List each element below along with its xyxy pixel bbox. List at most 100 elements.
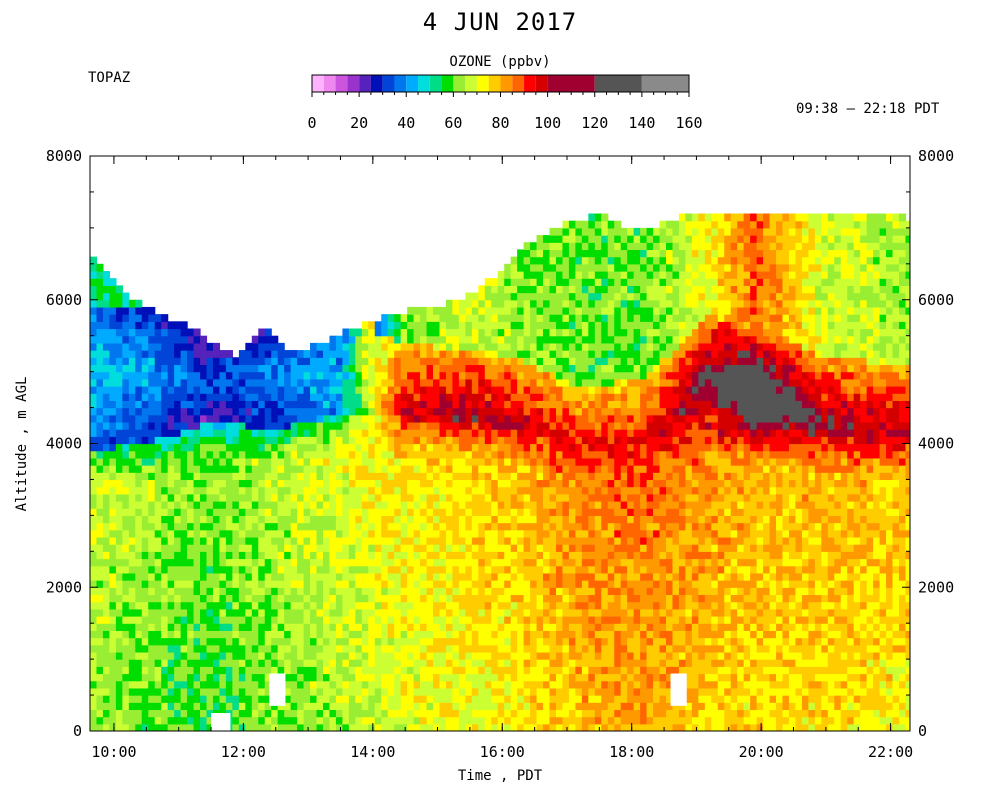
ozone-cell — [122, 666, 130, 675]
ozone-cell — [174, 723, 182, 731]
ozone-cell — [310, 623, 318, 631]
ozone-cell — [90, 472, 98, 481]
ozone-cell — [251, 421, 259, 430]
ozone-cell — [141, 594, 149, 603]
ozone-cell — [316, 666, 324, 675]
ozone-cell — [96, 644, 104, 653]
ozone-cell — [161, 587, 169, 596]
ozone-cell — [523, 314, 531, 322]
ozone-cell — [465, 651, 473, 660]
ozone-cell — [394, 580, 402, 588]
ozone-cell — [575, 565, 583, 574]
ozone-cell — [588, 227, 596, 236]
ozone-cell — [601, 450, 609, 459]
ozone-cell — [478, 407, 486, 416]
ozone-cell — [478, 723, 486, 731]
ozone-cell — [167, 328, 175, 337]
ozone-cell — [297, 450, 305, 459]
ozone-cell — [212, 565, 221, 574]
ozone-cell — [491, 551, 499, 560]
ozone-cell — [458, 386, 466, 394]
ozone-cell — [588, 716, 596, 725]
ozone-cell — [465, 616, 473, 624]
ozone-cell — [530, 630, 538, 639]
ozone-cell — [342, 551, 350, 560]
ozone-cell — [180, 536, 188, 545]
ozone-cell — [264, 580, 272, 588]
ozone-cell — [187, 587, 195, 596]
ozone-cell — [161, 544, 169, 552]
ozone-cell — [400, 436, 408, 445]
ozone-cell — [310, 436, 318, 445]
ozone-cell — [426, 465, 434, 473]
ozone-cell — [601, 630, 609, 639]
ozone-cell — [614, 608, 622, 617]
ozone-cell — [614, 709, 622, 718]
ozone-cell — [141, 687, 149, 696]
ozone-cell — [161, 436, 169, 445]
ozone-cell — [426, 687, 434, 696]
ozone-cell — [335, 695, 344, 703]
ozone-cell — [543, 630, 551, 639]
ozone-cell — [174, 479, 182, 488]
ozone-cell — [614, 421, 622, 430]
ozone-cell — [581, 572, 589, 581]
ozone-cell — [465, 716, 473, 725]
ozone-cell — [484, 400, 492, 409]
ozone-cell — [549, 263, 557, 272]
ozone-cell — [581, 723, 589, 731]
ozone-cell — [452, 386, 460, 394]
ozone-cell — [174, 601, 182, 610]
ozone-cell — [400, 666, 408, 675]
ozone-cell — [445, 321, 454, 330]
ozone-cell — [284, 472, 292, 481]
ozone-cell — [271, 515, 279, 524]
ozone-cell — [212, 443, 221, 452]
ozone-cell — [458, 321, 466, 330]
ozone-cell — [413, 601, 421, 610]
ozone-cell — [342, 587, 350, 596]
ozone-cell — [128, 443, 136, 452]
ozone-cell — [115, 479, 123, 488]
ozone-cell — [536, 429, 544, 437]
ozone-cell — [174, 587, 182, 596]
ozone-cell — [426, 651, 434, 660]
ozone-cell — [543, 328, 551, 337]
ozone-cell — [368, 378, 376, 387]
ozone-cell — [342, 443, 350, 452]
ozone-cell — [90, 450, 98, 459]
ozone-cell — [387, 450, 395, 459]
ozone-cell — [115, 414, 123, 423]
ozone-cell — [348, 378, 356, 387]
ozone-cell — [277, 501, 285, 509]
ozone-cell — [568, 651, 576, 660]
ozone-cell — [141, 306, 149, 315]
ozone-cell — [452, 407, 460, 416]
ozone-cell — [174, 558, 182, 567]
ozone-cell — [413, 457, 421, 466]
ozone-cell — [96, 378, 104, 387]
ozone-cell — [594, 314, 602, 322]
ozone-cell — [575, 486, 583, 495]
ozone-cell — [614, 386, 622, 394]
ozone-cell — [264, 378, 272, 387]
ozone-cell — [588, 299, 596, 308]
ozone-cell — [368, 702, 376, 711]
ozone-cell — [206, 580, 214, 588]
ozone-cell — [452, 594, 460, 603]
ozone-cell — [251, 529, 259, 538]
ozone-cell — [607, 687, 615, 696]
ozone-cell — [588, 235, 596, 243]
ozone-cell — [426, 572, 434, 581]
ozone-cell — [433, 723, 441, 731]
ozone-cell — [128, 702, 136, 711]
ozone-cell — [180, 702, 188, 711]
ozone-cell — [504, 587, 512, 596]
ozone-cell — [329, 558, 337, 567]
ozone-cell — [601, 716, 609, 725]
ozone-cell — [167, 601, 175, 610]
ozone-cell — [549, 493, 557, 502]
ozone-cell — [310, 364, 318, 373]
ozone-cell — [284, 702, 292, 711]
ozone-cell — [303, 601, 311, 610]
